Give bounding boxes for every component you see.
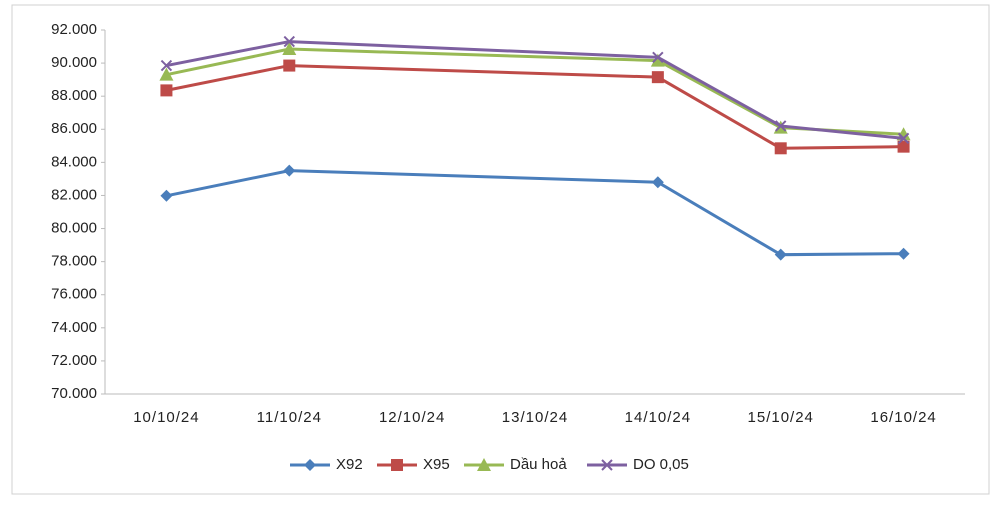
y-tick-label: 84.000 bbox=[51, 153, 97, 170]
legend-marker bbox=[477, 458, 491, 471]
point bbox=[774, 248, 787, 261]
legend-label: X92 bbox=[336, 456, 363, 473]
point bbox=[775, 120, 787, 132]
y-tick-label: 92.000 bbox=[51, 21, 97, 38]
x-tick-label: 12/10/24 bbox=[379, 409, 445, 426]
x-tick-label: 13/10/24 bbox=[502, 409, 568, 426]
legend-label: DO 0,05 bbox=[633, 456, 689, 473]
legend-label: X95 bbox=[423, 456, 450, 473]
point bbox=[160, 59, 173, 72]
y-tick-label: 72.000 bbox=[51, 352, 97, 369]
legend-marker bbox=[601, 459, 613, 471]
x-tick-label: 16/10/24 bbox=[870, 409, 936, 426]
chart-border bbox=[11, 4, 990, 495]
y-tick-label: 86.000 bbox=[51, 120, 97, 137]
legend-label: Dầu hoả bbox=[510, 456, 567, 473]
y-tick-label: 78.000 bbox=[51, 253, 97, 270]
series-line bbox=[166, 47, 904, 136]
point bbox=[897, 140, 910, 153]
point bbox=[283, 59, 296, 72]
point bbox=[160, 84, 173, 97]
x-tick-label: 14/10/24 bbox=[625, 409, 691, 426]
y-tick-label: 80.000 bbox=[51, 220, 97, 237]
point bbox=[897, 247, 910, 260]
series-line bbox=[166, 169, 904, 257]
point bbox=[283, 35, 295, 48]
y-tick-label: 70.000 bbox=[51, 385, 97, 402]
point bbox=[650, 53, 665, 67]
x-tick-label: 15/10/24 bbox=[748, 409, 814, 426]
y-tick-label: 82.000 bbox=[51, 186, 97, 203]
point bbox=[651, 71, 664, 84]
point bbox=[283, 164, 296, 177]
series-line bbox=[166, 64, 904, 150]
legend-marker bbox=[391, 459, 403, 471]
point bbox=[160, 189, 173, 202]
point bbox=[774, 142, 787, 155]
x-tick-label: 10/10/24 bbox=[133, 409, 199, 426]
y-tick-label: 90.000 bbox=[51, 54, 97, 71]
y-tick-label: 74.000 bbox=[51, 319, 97, 336]
point bbox=[897, 132, 910, 145]
legend-marker bbox=[304, 459, 316, 471]
point bbox=[652, 51, 664, 64]
point bbox=[651, 176, 664, 189]
y-tick-label: 88.000 bbox=[51, 87, 97, 104]
y-tick-label: 76.000 bbox=[51, 286, 97, 303]
point bbox=[282, 42, 297, 56]
point bbox=[159, 67, 174, 81]
x-tick-label: 11/10/24 bbox=[257, 409, 322, 426]
